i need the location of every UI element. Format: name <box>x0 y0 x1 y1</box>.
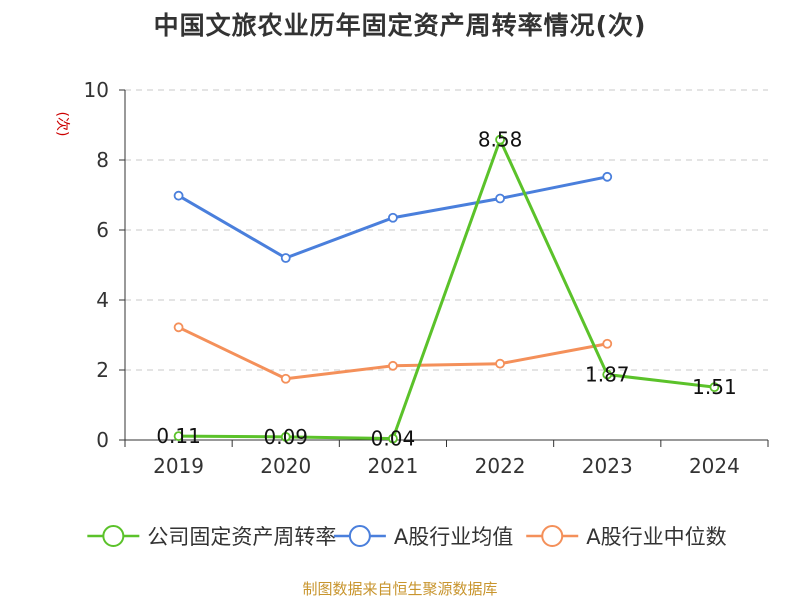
y-tick-label: 4 <box>96 288 109 312</box>
y-tick-label: 2 <box>96 358 109 382</box>
legend-item: A股行业中位数 <box>526 525 727 549</box>
data-label: 0.04 <box>371 427 416 451</box>
grid-lines <box>125 89 768 371</box>
legend: 公司固定资产周转率 A股行业均值 A股行业中位数 <box>87 525 727 549</box>
data-point <box>388 433 398 444</box>
y-tick-label: 8 <box>96 148 109 172</box>
y-tick-label: 10 <box>84 78 109 102</box>
data-label: 0.11 <box>156 424 201 448</box>
legend-circle-symbol <box>541 525 564 547</box>
data-point <box>173 431 184 442</box>
data-point <box>495 193 505 204</box>
series-line <box>178 138 715 441</box>
legend-item: 公司固定资产周转率 <box>87 525 336 549</box>
legend-label: A股行业中位数 <box>586 525 726 549</box>
x-tick-label: 2020 <box>260 454 311 478</box>
x-tick-label: 2021 <box>367 454 418 478</box>
data-point <box>280 373 291 384</box>
data-point <box>602 171 613 182</box>
x-tick-label: 2022 <box>475 454 526 478</box>
x-tick-label: 2019 <box>153 454 204 478</box>
data-point <box>173 322 184 333</box>
data-point <box>602 338 613 349</box>
data-label: 1.87 <box>585 363 630 387</box>
data-label: 1.51 <box>692 375 737 399</box>
data-point <box>709 382 720 393</box>
legend-circle-symbol <box>348 525 371 547</box>
data-point <box>495 134 505 145</box>
data-point <box>388 212 398 223</box>
legend-label: 公司固定资产周转率 <box>147 525 336 549</box>
data-label: 0.09 <box>263 425 308 449</box>
y-tick-label: 6 <box>96 218 109 242</box>
data-point <box>602 369 613 380</box>
data-point <box>173 190 184 201</box>
data-point <box>280 253 291 263</box>
y-tick-label: 0 <box>96 428 109 452</box>
axes: 0 2 4 6 8 10 (次) 2019 2020 2021 2022 2023 2024 <box>54 78 769 478</box>
y-axis-label: (次) <box>54 112 70 137</box>
data-point <box>388 360 398 371</box>
data-point <box>280 431 291 442</box>
series-lines <box>173 134 720 444</box>
data-point <box>495 358 505 369</box>
data-label: 8.58 <box>478 128 523 152</box>
chart-title: 中国文旅农业历年固定资产周转率情况(次) <box>153 11 647 40</box>
source-note: 制图数据来自恒生聚源数据库 <box>302 580 498 598</box>
series-line <box>177 325 608 381</box>
x-tick-label: 2024 <box>689 454 740 478</box>
data-labels: 0.11 0.09 0.04 8.58 1.87 1.51 <box>156 128 736 451</box>
legend-circle-symbol <box>102 525 125 547</box>
legend-item: A股行业均值 <box>333 525 513 549</box>
x-tick-label: 2023 <box>582 454 633 478</box>
legend-label: A股行业均值 <box>394 525 513 549</box>
